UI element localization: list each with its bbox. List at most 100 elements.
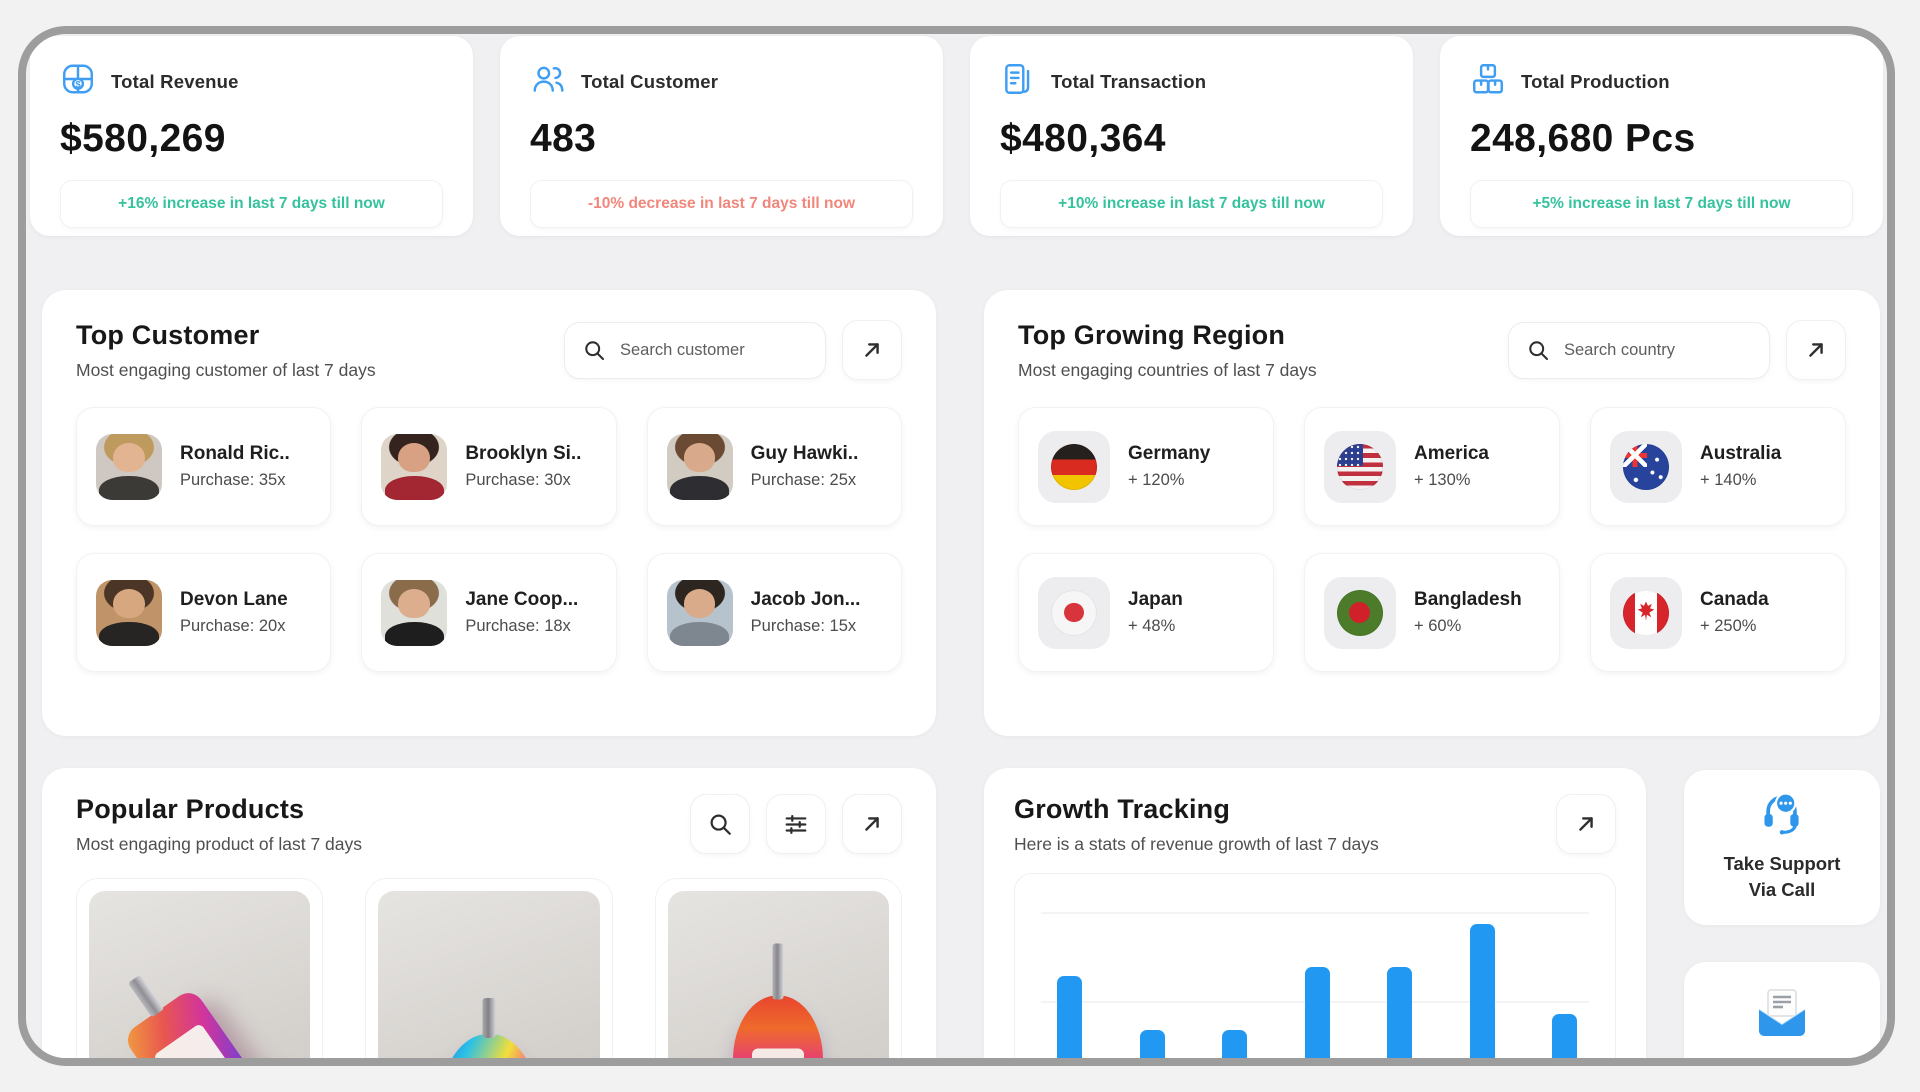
customer-name: Ronald Ric.. (180, 443, 290, 464)
search-icon (585, 341, 605, 361)
region-grid: Germany + 120% America + 130% Australia (1018, 407, 1846, 672)
stat-header: Total Customer (530, 61, 913, 102)
customer-card-brooklyn[interactable]: Brooklyn Si.. Purchase: 30x (361, 407, 617, 526)
region-card-canada[interactable]: Canada + 250% (1590, 553, 1846, 672)
region-growth: + 60% (1414, 617, 1462, 635)
product-card-1[interactable] (76, 878, 324, 1058)
panel-header: Top Growing Region Most engaging countri… (1018, 320, 1846, 381)
stat-card-total-transaction: Total Transaction $480,364 +10% increase… (970, 36, 1413, 236)
panel-header-text: Top Customer Most engaging customer of l… (76, 320, 376, 381)
stat-label: Total Production (1521, 70, 1670, 92)
region-card-japan[interactable]: Japan + 48% (1018, 553, 1274, 672)
perfume-bottle-icon (733, 995, 824, 1058)
chart-bar (1387, 967, 1412, 1058)
australia-flag-icon (1623, 443, 1669, 490)
country-search-input[interactable] (1562, 339, 1752, 361)
customer-card-jacob[interactable]: Jacob Jon... Purchase: 15x (646, 553, 902, 672)
external-link-arrow-icon (1579, 817, 1593, 831)
customer-card-ronald[interactable]: Ronald Ric.. Purchase: 35x (76, 407, 332, 526)
external-link-arrow-icon (865, 817, 879, 831)
dashboard-canvas: $ Total Revenue $580,269 +16% increase i… (26, 34, 1887, 1058)
stat-label: Total Revenue (111, 70, 239, 92)
panel-actions (564, 320, 902, 380)
panel-actions (1508, 320, 1846, 380)
america-flag-icon (1337, 443, 1383, 490)
svg-text:$: $ (75, 79, 81, 90)
customer-name: Guy Hawki.. (750, 443, 859, 464)
search-icon (710, 814, 731, 835)
email-support-card[interactable] (1684, 962, 1880, 1058)
avatar (666, 433, 733, 500)
bangladesh-flag-icon (1337, 589, 1383, 636)
stat-card-total-customer: Total Customer 483 -10% decrease in last… (500, 36, 943, 236)
stats-row: $ Total Revenue $580,269 +16% increase i… (30, 36, 1883, 236)
panel-subtitle: Here is a stats of revenue growth of las… (1014, 834, 1379, 854)
stat-trend-badge: -10% decrease in last 7 days till now (530, 180, 913, 228)
growth-tracking-panel: Growth Tracking Here is a stats of reven… (984, 768, 1646, 1058)
growth-bar-chart (1014, 873, 1616, 1058)
customer-card-devon[interactable]: Devon Lane Purchase: 20x (76, 553, 332, 672)
japan-flag-icon (1051, 589, 1097, 636)
chart-bar (1057, 976, 1082, 1058)
open-envelope-mail-icon (1754, 988, 1810, 1043)
customer-expand-button[interactable] (842, 320, 902, 380)
customer-search[interactable] (564, 321, 826, 379)
region-growth: + 130% (1414, 471, 1471, 489)
region-expand-button[interactable] (1786, 320, 1846, 380)
headset-chat-icon (1758, 788, 1806, 841)
region-card-germany[interactable]: Germany + 120% (1018, 407, 1274, 526)
customer-name: Jacob Jon... (750, 589, 861, 610)
customer-name: Devon Lane (180, 589, 288, 610)
revenue-safe-dollar-icon: $ (60, 61, 96, 102)
region-name: Japan (1128, 589, 1183, 610)
panel-header-text: Popular Products Most engaging product o… (76, 794, 362, 855)
region-name: Canada (1700, 589, 1769, 610)
chart-bar (1304, 967, 1330, 1058)
avatar (96, 579, 162, 646)
growth-expand-button[interactable] (1556, 794, 1616, 854)
stat-header: Total Production (1470, 61, 1853, 102)
transaction-receipt-icon (1000, 61, 1036, 102)
support-line-2: Via Call (1748, 879, 1816, 900)
region-growth: + 48% (1128, 617, 1176, 635)
customer-search-input[interactable] (618, 339, 808, 361)
stat-label: Total Customer (581, 70, 719, 92)
product-search-button[interactable] (690, 794, 750, 854)
stat-value: $580,269 (60, 117, 226, 160)
canada-flag-icon (1623, 589, 1669, 636)
chart-bar (1222, 1030, 1247, 1058)
chart-bar (1552, 1014, 1577, 1058)
avatar (666, 579, 733, 646)
customer-purchase: Purchase: 20x (180, 617, 286, 635)
region-card-bangladesh[interactable]: Bangladesh + 60% (1304, 553, 1560, 672)
panel-actions (690, 794, 902, 854)
top-growing-region-panel: Top Growing Region Most engaging countri… (984, 290, 1880, 736)
country-search[interactable] (1508, 321, 1770, 379)
customer-card-jane[interactable]: Jane Coop... Purchase: 18x (361, 553, 617, 672)
chart-gridline (1041, 912, 1589, 914)
panel-actions (1556, 794, 1616, 854)
region-card-australia[interactable]: Australia + 140% (1590, 407, 1846, 526)
stat-header: Total Transaction (1000, 61, 1383, 102)
customer-grid: Ronald Ric.. Purchase: 35x Brooklyn Si..… (76, 407, 902, 672)
avatar (381, 433, 448, 500)
germany-flag-icon (1051, 443, 1097, 490)
stat-trend-badge: +16% increase in last 7 days till now (60, 180, 443, 228)
customer-card-guy[interactable]: Guy Hawki.. Purchase: 25x (646, 407, 902, 526)
stat-header: $ Total Revenue (60, 61, 443, 102)
take-support-card[interactable]: Take Support Via Call (1684, 770, 1880, 925)
product-image-perfume-teardrop (378, 891, 600, 1058)
product-filter-button[interactable] (766, 794, 826, 854)
page-title-popular-products: Popular Products (76, 794, 305, 824)
region-card-america[interactable]: America + 130% (1304, 407, 1560, 526)
region-name: Australia (1700, 443, 1782, 464)
customer-purchase: Purchase: 15x (750, 617, 857, 635)
region-name: America (1414, 443, 1489, 464)
external-link-arrow-icon (865, 343, 879, 357)
product-card-2[interactable] (365, 878, 613, 1058)
page-title-growth-tracking: Growth Tracking (1014, 794, 1231, 824)
product-expand-button[interactable] (842, 794, 902, 854)
growth-bars (1015, 874, 1615, 1058)
stat-card-total-revenue: $ Total Revenue $580,269 +16% increase i… (30, 36, 473, 236)
product-card-3[interactable] (654, 878, 902, 1058)
